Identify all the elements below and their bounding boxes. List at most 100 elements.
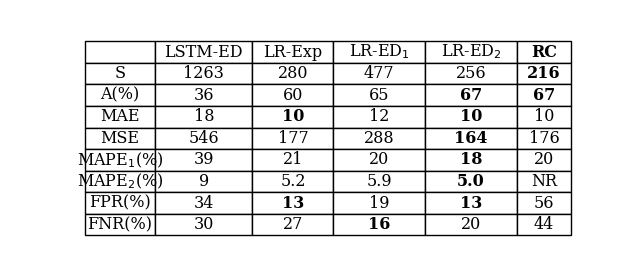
Bar [425,214,517,235]
Text: 30: 30 [193,216,214,233]
Bar [85,149,155,171]
Bar [155,171,252,192]
Text: 164: 164 [454,130,488,147]
Text: 256: 256 [456,65,486,82]
Bar [155,41,252,63]
Text: 60: 60 [283,87,303,104]
Bar [517,106,571,128]
Text: LR-ED$_2$: LR-ED$_2$ [441,43,502,61]
Text: 67: 67 [533,87,555,104]
Bar [425,84,517,106]
Text: MAPE$_1$(%): MAPE$_1$(%) [77,150,163,170]
Bar [155,106,252,128]
Bar [155,84,252,106]
Bar [333,128,425,149]
Bar [425,192,517,214]
Text: MSE: MSE [100,130,140,147]
Bar [85,84,155,106]
Text: S: S [115,65,125,82]
Text: 18: 18 [193,108,214,125]
Bar [252,171,333,192]
Bar [517,214,571,235]
Bar [517,192,571,214]
Text: 34: 34 [193,195,214,212]
Text: 216: 216 [527,65,561,82]
Text: 19: 19 [369,195,390,212]
Text: 280: 280 [278,65,308,82]
Bar [155,192,252,214]
Text: 9: 9 [198,173,209,190]
Text: 21: 21 [283,152,303,169]
Text: 5.2: 5.2 [280,173,306,190]
Bar [517,171,571,192]
Bar [425,106,517,128]
Bar [425,171,517,192]
Text: FNR(%): FNR(%) [88,216,152,233]
Text: 56: 56 [534,195,554,212]
Text: 65: 65 [369,87,390,104]
Text: 20: 20 [461,216,481,233]
Bar [425,63,517,84]
Text: 13: 13 [282,195,304,212]
Text: 176: 176 [529,130,559,147]
Bar [425,149,517,171]
Bar [333,192,425,214]
Text: NR: NR [531,173,557,190]
Bar [155,63,252,84]
Text: 16: 16 [368,216,390,233]
Text: 18: 18 [460,152,483,169]
Bar [333,149,425,171]
Bar [252,149,333,171]
Text: 10: 10 [282,108,304,125]
Bar [252,84,333,106]
Text: FPR(%): FPR(%) [89,195,151,212]
Text: 177: 177 [278,130,308,147]
Bar [517,149,571,171]
Text: 13: 13 [460,195,483,212]
Bar [517,41,571,63]
Bar [333,171,425,192]
Text: 546: 546 [188,130,219,147]
Bar [252,192,333,214]
Bar [425,41,517,63]
Text: 44: 44 [534,216,554,233]
Text: MAE: MAE [100,108,140,125]
Text: 20: 20 [369,152,389,169]
Text: 10: 10 [534,108,554,125]
Bar [155,214,252,235]
Text: LR-ED$_1$: LR-ED$_1$ [349,43,410,61]
Bar [517,84,571,106]
Text: MAPE$_2$(%): MAPE$_2$(%) [77,172,163,191]
Text: 477: 477 [364,65,395,82]
Text: 5.0: 5.0 [457,173,485,190]
Text: 10: 10 [460,108,483,125]
Bar [85,106,155,128]
Bar [252,214,333,235]
Bar [85,214,155,235]
Text: LR-Exp: LR-Exp [263,44,323,61]
Text: 39: 39 [193,152,214,169]
Bar [425,128,517,149]
Bar [333,214,425,235]
Bar [517,128,571,149]
Text: 20: 20 [534,152,554,169]
Text: 1263: 1263 [183,65,224,82]
Text: 36: 36 [193,87,214,104]
Text: 5.9: 5.9 [367,173,392,190]
Text: 288: 288 [364,130,395,147]
Bar [333,63,425,84]
Bar [155,149,252,171]
Bar [333,41,425,63]
Bar [85,192,155,214]
Bar [252,128,333,149]
Text: 27: 27 [283,216,303,233]
Bar [85,41,155,63]
Text: 67: 67 [460,87,483,104]
Bar [252,106,333,128]
Text: RC: RC [531,44,557,61]
Bar [252,41,333,63]
Text: LSTM-ED: LSTM-ED [164,44,243,61]
Bar [85,63,155,84]
Bar [333,106,425,128]
Bar [252,63,333,84]
